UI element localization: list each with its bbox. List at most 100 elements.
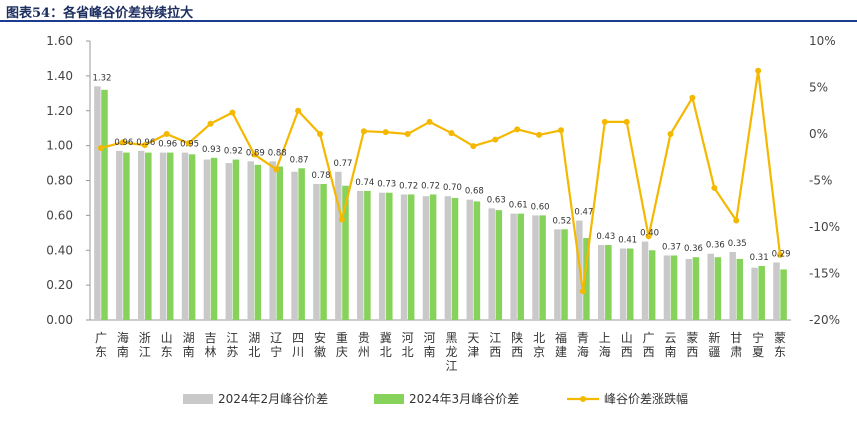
bar-feb [378,192,386,320]
bar-mar [364,190,371,320]
bar-mar [232,159,240,320]
category-label: 肃 [730,345,742,359]
bar-mar [123,152,130,320]
data-label: 0.72 [399,181,418,191]
title-divider [0,20,857,22]
category-label: 西 [621,345,633,359]
change-point [382,129,389,136]
category-label: 河 [424,331,436,345]
category-label: 海 [117,330,129,345]
category-label: 湖 [248,330,260,345]
bar-feb [116,150,123,320]
legend-label-feb: 2024年2月峰谷价差 [218,392,328,406]
change-point [119,139,126,146]
bar-feb [225,163,233,320]
category-label: 江 [489,331,501,345]
bar-mar [298,168,305,320]
category-label: 河 [402,331,414,345]
category-label: 黑 [445,331,457,345]
bar-mar [758,265,765,320]
data-label: 0.37 [662,242,681,252]
data-label: 0.47 [574,208,593,218]
bar-mar [188,154,196,320]
category-label: 宁 [752,330,764,345]
category-label: 津 [467,345,479,359]
change-point [536,131,543,138]
change-line [100,69,782,293]
category-label: 江 [139,345,151,359]
category-label: 徽 [314,344,326,359]
legend-label-mar: 2024年3月峰谷价差 [409,392,519,406]
legend-swatch-mar [374,394,404,404]
change-point [141,142,148,149]
bar-mar [692,257,700,320]
bar-feb [313,183,320,320]
y-right-tick-label: -15% [809,267,840,281]
bar-mar [517,213,524,320]
bar-feb [137,150,145,320]
category-label: 蒙 [686,331,698,345]
category-label: 冀 [380,331,392,345]
category-labels: 广东海南浙江山东湖南吉林江苏湖北辽宁四川安徽重庆贵州冀北河北河南黑龙江天津江西陕… [95,330,786,373]
change-point [185,140,192,147]
category-label: 北 [533,331,545,345]
data-label: 0.88 [268,148,287,158]
data-label: 0.77 [333,159,352,169]
data-label: 0.61 [509,201,528,211]
data-label: 0.92 [224,147,243,157]
change-point [667,131,674,137]
data-labels: 1.320.96 0.96 0.96 0.950.93 0.92 0.89 0.880.87… [92,73,790,263]
data-label: 0.36 [684,244,703,254]
category-label: 西 [643,345,655,359]
change-point [404,131,411,137]
legend-swatch-feb [183,394,213,404]
change-point [557,127,564,134]
line-series [97,67,784,295]
bar-feb [729,251,736,320]
change-point [251,151,258,158]
category-label: 新 [708,330,720,345]
change-point [733,217,740,224]
data-label: 0.41 [618,236,637,246]
bar-mar [210,157,218,320]
bar-feb [597,245,605,320]
legend-label-change: 峰谷价差涨跌幅 [604,391,688,406]
change-point [514,126,521,133]
data-label: 0.63 [487,195,506,205]
change-point [229,109,236,116]
bar-mar [583,238,590,320]
y-left-tick-label: 0.80 [46,174,73,188]
bar-feb [663,255,671,320]
data-label: 0.70 [443,183,462,193]
change-point [207,120,214,127]
data-label: 0.36 [706,241,725,251]
change-point [689,94,696,101]
category-label: 京 [533,345,545,359]
bar-mar [101,89,108,320]
chart-axes: 0.00 0.20 0.40 0.60 0.80 1.00 1.20 1.40 1.60 -20%… [46,34,840,327]
category-label: 浙 [139,331,151,345]
category-label: 吉 [204,331,216,345]
bar-feb [247,161,254,320]
bar-mar [561,229,568,320]
data-label: 0.29 [772,249,791,259]
bar-feb [685,258,693,320]
bar-mar [342,185,349,320]
change-point [317,131,324,137]
bar-mar [605,245,612,320]
category-label: 海 [599,344,611,359]
category-label: 上 [599,331,611,345]
category-label: 南 [665,344,677,359]
bar-mar [627,248,634,320]
data-label: 0.78 [312,171,331,181]
bar-feb [707,253,715,320]
bar-feb [466,199,474,320]
change-point [360,128,367,135]
bar-feb [488,208,495,320]
data-label: 0.95 [180,140,199,150]
category-label: 南 [117,344,129,359]
y-left-tick-label: 0.00 [46,313,73,327]
bar-feb [554,229,561,320]
legend-marker-change [580,396,586,402]
category-label: 山 [621,331,633,345]
